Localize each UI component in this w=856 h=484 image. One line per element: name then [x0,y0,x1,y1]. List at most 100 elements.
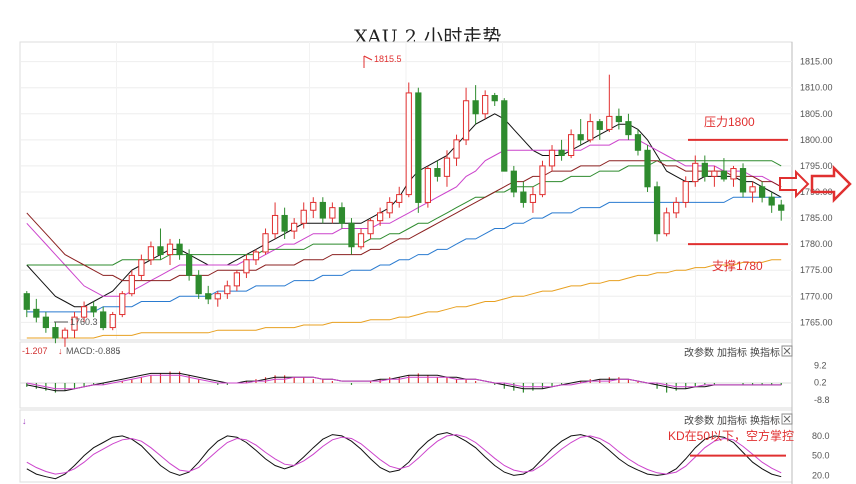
right-arrow-icon [779,164,852,204]
kd-switch-indicator-button[interactable]: 换指标 [750,414,780,427]
candle [577,119,584,146]
candle [33,298,40,323]
candle [157,228,164,260]
kd-line-1 [26,432,782,480]
kd-tick-label: 50.0 [812,451,830,461]
candle [663,207,670,237]
candle [587,113,594,143]
candle [243,254,250,279]
macd-line-1 [26,372,782,392]
kd-edit-params-button[interactable]: 改参数 [684,414,714,427]
candle [701,155,708,182]
candle [262,228,269,255]
candle [128,270,135,297]
y-tick-label: 1800.00 [800,135,833,145]
candle [281,207,288,239]
macd-edit-params-button[interactable]: 改参数 [684,346,714,359]
macd-panel-frame [19,341,793,409]
candle [329,202,336,224]
candle [673,197,680,219]
candle [205,285,212,305]
ma-line-6 [26,259,782,339]
candle [271,202,279,239]
candle [434,160,441,182]
candle [310,197,317,219]
candle [42,311,50,333]
candle [233,270,241,292]
candle [300,202,307,229]
macd-close-icon[interactable] [781,345,793,357]
candle [376,207,384,226]
candle [176,238,183,260]
kd-legend-arrow-icon: ↓ [22,416,27,426]
candle [778,199,785,221]
candle [682,176,689,208]
candle [520,181,527,208]
candlesticks [23,74,785,347]
candle [224,280,231,299]
candle [319,197,326,224]
candle [90,301,97,318]
candle [424,165,432,208]
candle [80,301,88,323]
candle [195,270,202,299]
candle [252,249,260,265]
y-tick-label: 1805.00 [800,109,833,119]
macd-switch-indicator-button[interactable]: 换指标 [750,346,780,359]
candle [482,90,489,119]
kd-line-2 [26,434,782,475]
ma-line-4 [26,160,782,282]
kd-add-indicator-button[interactable]: 加指标 [717,414,747,427]
y-tick-label: 1795.00 [800,161,833,171]
macd-tick-label: 0.2 [814,378,827,388]
candle [596,119,603,140]
y-tick-label: 1785.00 [800,213,833,223]
macd-add-indicator-button[interactable]: 加指标 [717,346,747,359]
candle [71,311,78,338]
macd-line-2 [26,374,782,390]
candle [558,139,565,161]
candle [720,158,728,182]
macd-legend-arrow-icon: ↓ [116,346,121,356]
kd-lines [26,432,782,480]
macd-tick-label: -8.8 [814,395,830,405]
candle [768,192,775,213]
y-tick-label: 1770.00 [800,291,833,301]
candle [100,306,107,331]
macd-tick-label: 9.2 [814,360,827,370]
candle [606,74,613,133]
candle [348,218,355,255]
ma-line-2 [26,139,782,297]
candle [453,134,460,166]
candle [396,186,403,208]
kd-close-icon[interactable] [781,413,793,425]
candle [147,241,155,265]
candle [615,108,623,130]
candle [529,186,537,213]
candle [625,113,632,140]
candle [367,218,374,239]
candle [462,87,470,146]
candle [501,98,508,172]
y-tick-label: 1775.00 [800,265,833,275]
candle [491,92,498,106]
y-tick-label: 1810.00 [800,83,833,93]
macd-legend-prefix: -1.207 [22,346,48,356]
candle [166,238,174,265]
candle [510,165,517,198]
candle [539,160,546,198]
candle [291,218,298,239]
kd-panel-frame [19,409,793,483]
resistance-label: 压力1800 [704,115,755,129]
candle [711,165,718,187]
candle [214,291,221,307]
high-marker: 1815.5 [363,54,402,68]
candle [644,145,651,192]
candle [23,291,30,318]
candle [749,181,756,203]
y-tick-label: 1815.00 [800,57,833,67]
support-label: 支撑1780 [712,258,763,273]
candle [357,228,365,250]
candle [338,202,346,229]
